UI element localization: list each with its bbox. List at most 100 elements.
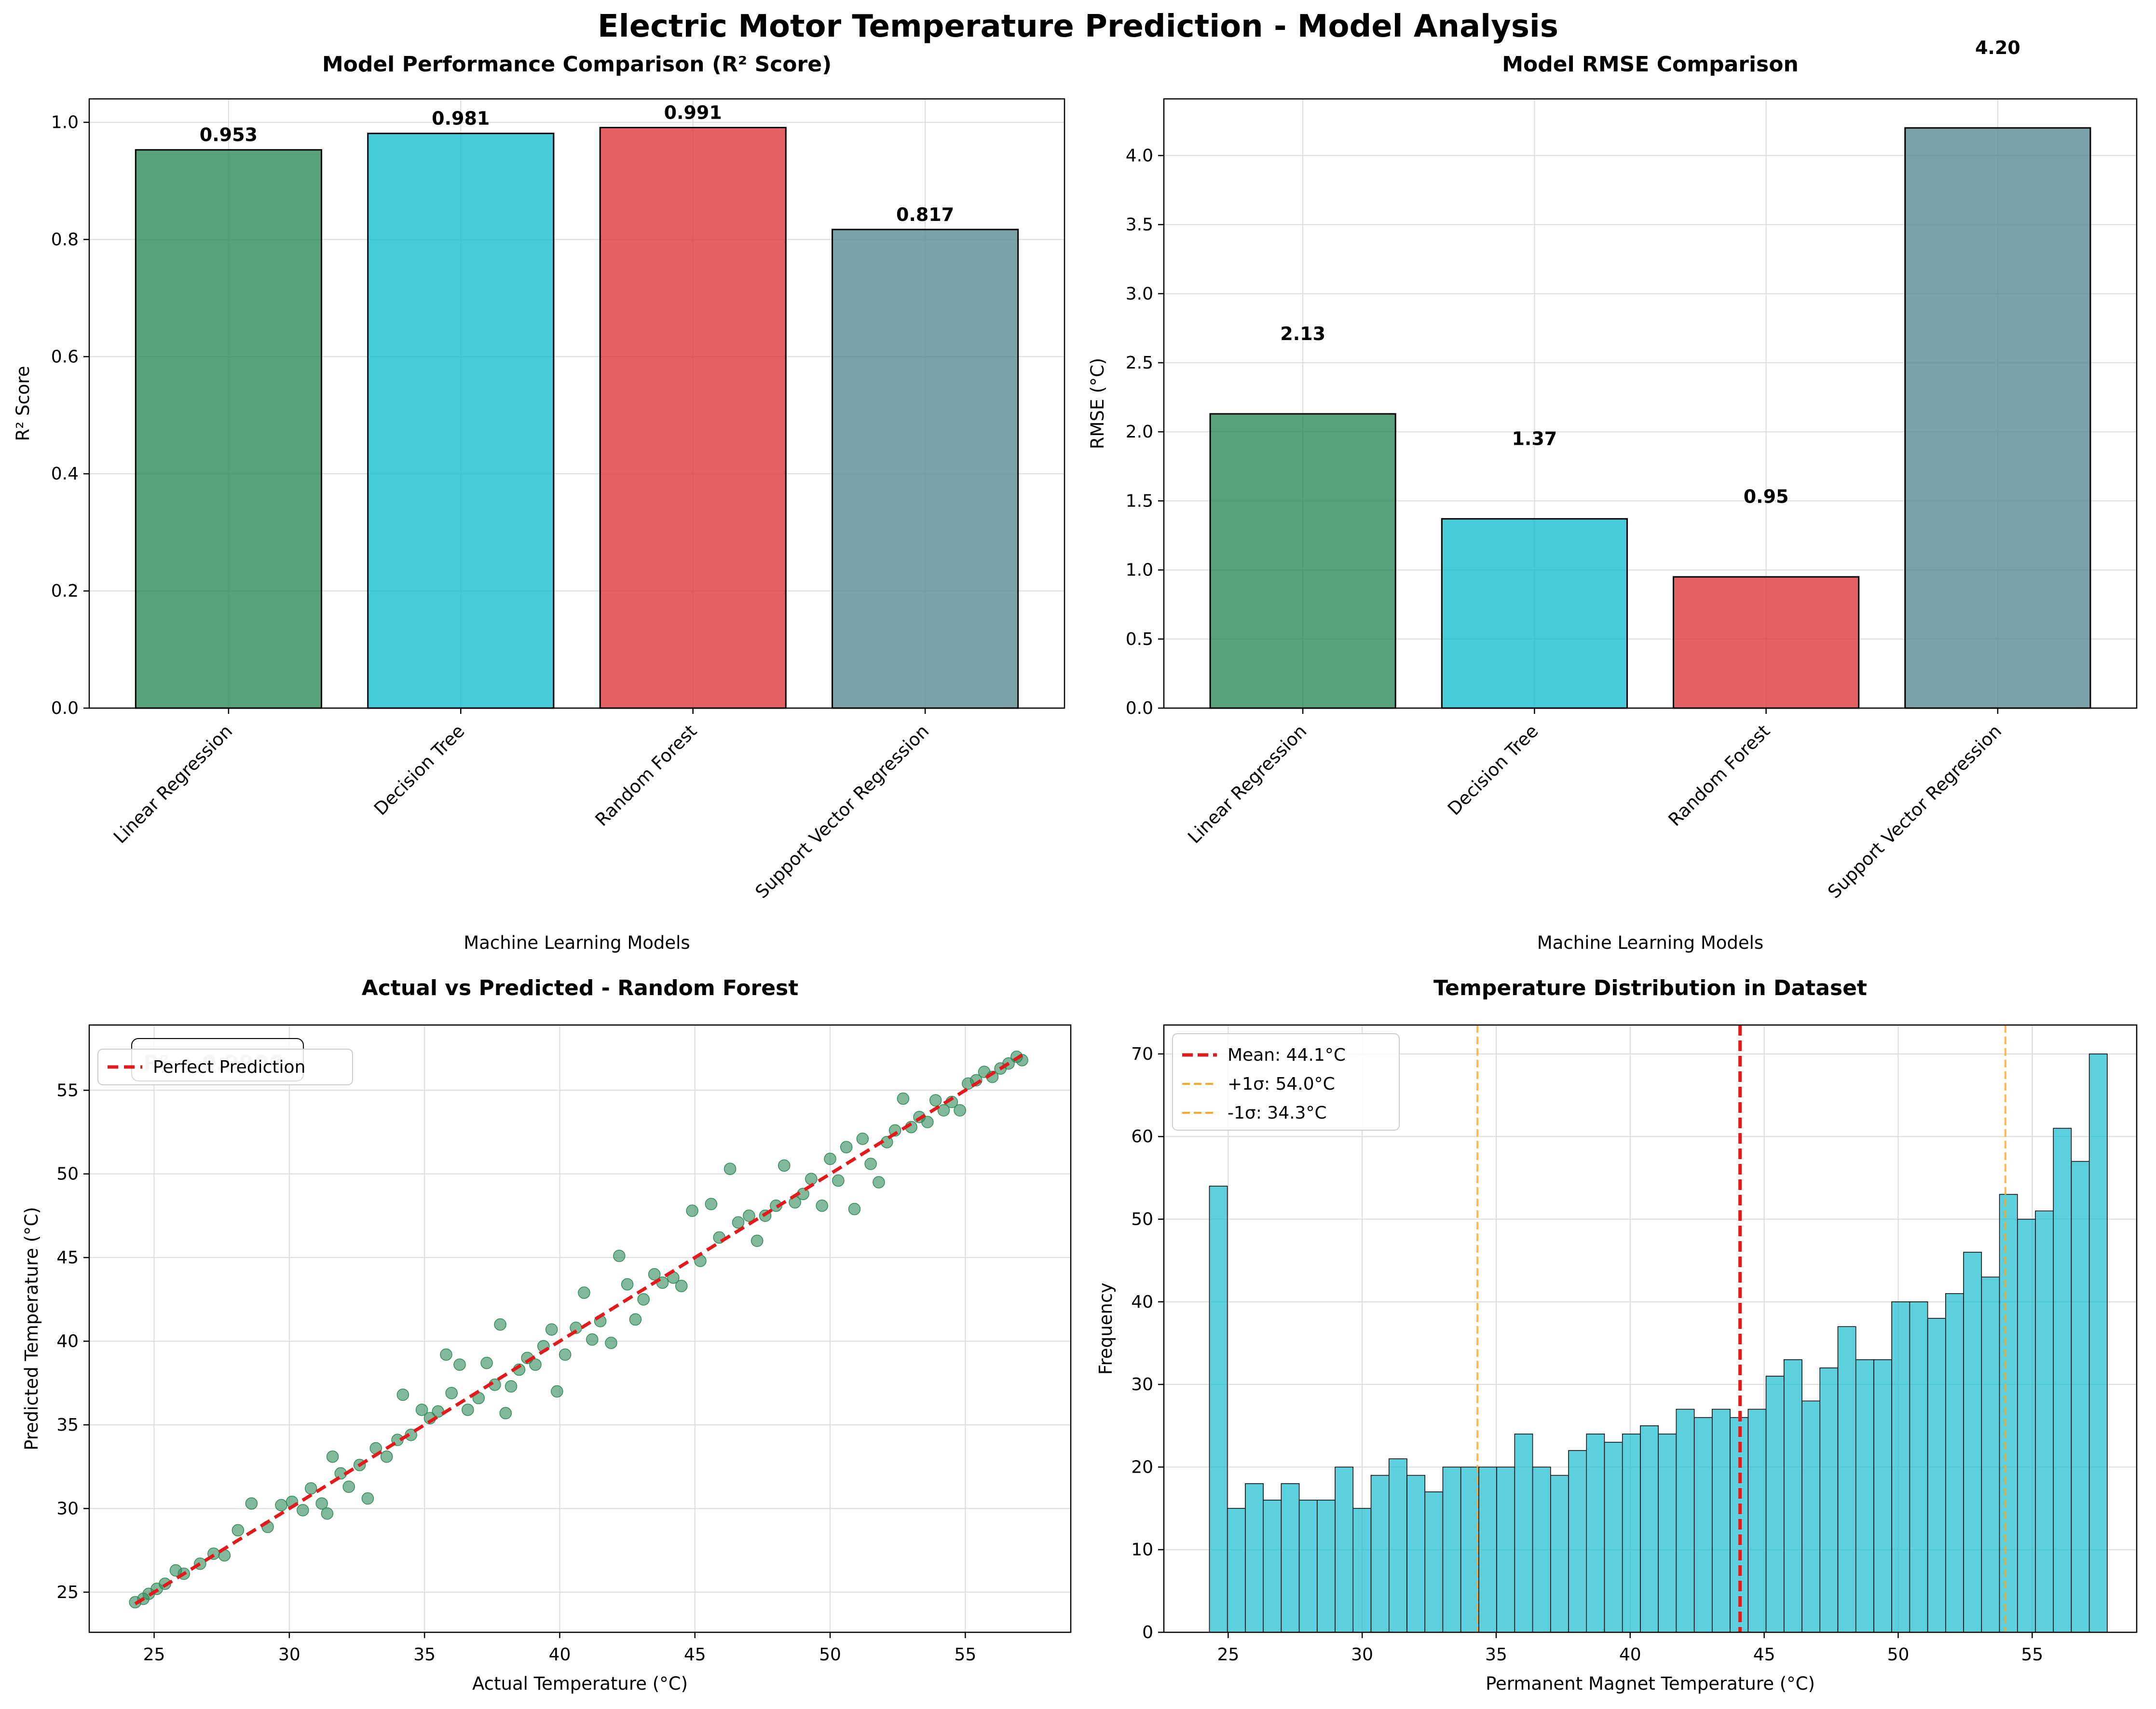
scatter-ytick-label-0: 25 [56, 1583, 79, 1602]
scatter-point-66 [723, 1162, 737, 1176]
r2-value-label-3: 0.817 [896, 204, 954, 225]
hist-legend-label-1: +1σ: 54.0°C [1228, 1074, 1335, 1094]
r2-category-label-0: Linear Regression [109, 721, 236, 848]
hist-bin-41 [1945, 1293, 1964, 1633]
r2-bar-0 [135, 149, 322, 709]
hist-ytick-label-7: 70 [1131, 1044, 1153, 1064]
rmse-bar-3 [1904, 127, 2091, 709]
temperature-histogram-panel: 25 30 35 40 45 50 55 0 10 20 30 40 50 60 70 Mean: 44.1°… [1095, 976, 2138, 1694]
r2-bar-1 [367, 133, 555, 709]
scatter-xtick-label-4: 45 [684, 1645, 706, 1665]
hist-bin-17 [1514, 1434, 1533, 1633]
hist-ytick-label-1: 10 [1131, 1540, 1153, 1560]
hist-bin-15 [1478, 1466, 1497, 1633]
scatter-ytick-label-4: 45 [56, 1248, 79, 1268]
rmse-ytick-label-1: 0.5 [1126, 629, 1153, 649]
scatter-legend-box [97, 1049, 353, 1085]
hist-bin-40 [1927, 1318, 1946, 1633]
hist-bin-45 [2017, 1218, 2036, 1633]
actual-vs-predicted-scatter-panel: 2530354045505525303540455055R² = 0.9906P… [21, 976, 1072, 1694]
scatter-point-54 [613, 1249, 626, 1262]
scatter-ylabel: Predicted Temperature (°C) [21, 1207, 42, 1450]
hist-ytick-label-2: 20 [1131, 1457, 1153, 1477]
scatter-xtick-label-5: 50 [819, 1645, 841, 1665]
r2-ylabel: R² Score [13, 366, 33, 441]
hist-bin-0 [1209, 1186, 1228, 1633]
rmse-ytick-label-8: 4.0 [1126, 146, 1153, 165]
scatter-point-57 [637, 1293, 650, 1306]
scatter-point-76 [816, 1199, 828, 1212]
hist-bin-25 [1658, 1434, 1677, 1633]
hist-bin-35 [1837, 1326, 1856, 1633]
scatter-title: Actual vs Predicted - Random Forest [362, 976, 799, 1000]
scatter-point-81 [856, 1133, 869, 1145]
scatter-point-29 [415, 1403, 428, 1416]
hist-bin-36 [1855, 1359, 1874, 1633]
r2-category-label-1: Decision Tree [370, 721, 469, 820]
hist-bin-7 [1335, 1466, 1354, 1633]
scatter-point-33 [445, 1387, 458, 1399]
scatter-point-72 [778, 1159, 791, 1172]
hist-xtick-label-0: 25 [1217, 1645, 1239, 1665]
hist-xtick-label-6: 55 [2021, 1645, 2043, 1665]
scatter-point-39 [494, 1318, 506, 1331]
scatter-point-25 [380, 1450, 393, 1463]
scatter-point-91 [937, 1104, 950, 1117]
hist-ytick-label-3: 30 [1131, 1375, 1153, 1395]
hist-xtick-label-5: 50 [1887, 1645, 1910, 1665]
hist-xtick-label-1: 30 [1351, 1645, 1373, 1665]
hist-bin-26 [1676, 1408, 1695, 1633]
r2-bar-3 [832, 229, 1019, 709]
scatter-xtick-label-3: 40 [549, 1645, 571, 1665]
r2-value-label-1: 0.981 [432, 108, 490, 129]
scatter-ytick-label-3: 40 [56, 1332, 79, 1352]
hist-bin-34 [1819, 1367, 1839, 1633]
rmse-bar-2 [1673, 576, 1860, 709]
scatter-point-16 [304, 1482, 317, 1495]
scatter-point-62 [686, 1204, 698, 1217]
r2-category-label-3: Support Vector Regression [751, 721, 933, 902]
scatter-point-35 [462, 1403, 474, 1416]
r2-bar-chart-panel: 0.953 0.981 0.991 0.817 0.0 0.2 0.4 0.6 0.8 1.0 Li… [13, 52, 1065, 953]
scatter-point-32 [440, 1348, 452, 1361]
scatter-point-18 [321, 1507, 334, 1520]
scatter-point-82 [864, 1158, 877, 1170]
hist-bin-18 [1532, 1466, 1551, 1633]
scatter-point-77 [824, 1152, 836, 1165]
scatter-point-80 [848, 1203, 861, 1216]
hist-legend-label-2: -1σ: 34.3°C [1228, 1103, 1327, 1123]
scatter-point-37 [480, 1356, 493, 1369]
scatter-point-67 [732, 1216, 745, 1229]
hist-xtick-label-4: 45 [1753, 1645, 1775, 1665]
hist-axes-frame [1163, 1024, 2138, 1633]
r2-title: Model Performance Comparison (R² Score) [322, 52, 832, 77]
hist-bin-22 [1604, 1442, 1623, 1633]
hist-bin-31 [1765, 1376, 1785, 1633]
hist-bin-33 [1801, 1400, 1820, 1633]
hist-bin-21 [1586, 1434, 1605, 1633]
r2-ytick-label-3: 0.6 [51, 347, 79, 367]
rmse-value-label-0: 2.13 [1280, 323, 1325, 344]
rmse-axes-frame [1163, 98, 2138, 709]
hist-bin-23 [1622, 1434, 1641, 1633]
r2-ytick-label-4: 0.8 [51, 230, 79, 249]
scatter-point-41 [505, 1380, 518, 1393]
hist-bin-32 [1784, 1359, 1802, 1633]
r2-xlabel: Machine Learning Models [464, 932, 690, 953]
scatter-point-17 [315, 1497, 328, 1510]
rmse-ytick-label-4: 2.0 [1126, 422, 1153, 442]
hist-bin-12 [1424, 1491, 1444, 1633]
rmse-title: Model RMSE Comparison [1502, 52, 1799, 77]
scatter-point-53 [605, 1337, 617, 1349]
scatter-point-93 [954, 1104, 966, 1117]
rmse-ytick-label-6: 3.0 [1126, 284, 1153, 304]
scatter-xtick-label-2: 35 [413, 1645, 436, 1665]
hist-bin-6 [1317, 1500, 1336, 1633]
hist-xlabel: Permanent Magnet Temperature (°C) [1486, 1673, 1815, 1694]
hist-bin-39 [1909, 1301, 1928, 1633]
hist-bin-11 [1406, 1475, 1425, 1633]
hist-bin-48 [2071, 1161, 2090, 1633]
scatter-point-21 [342, 1480, 355, 1493]
rmse-category-label-3: Support Vector Regression [1824, 721, 2006, 902]
